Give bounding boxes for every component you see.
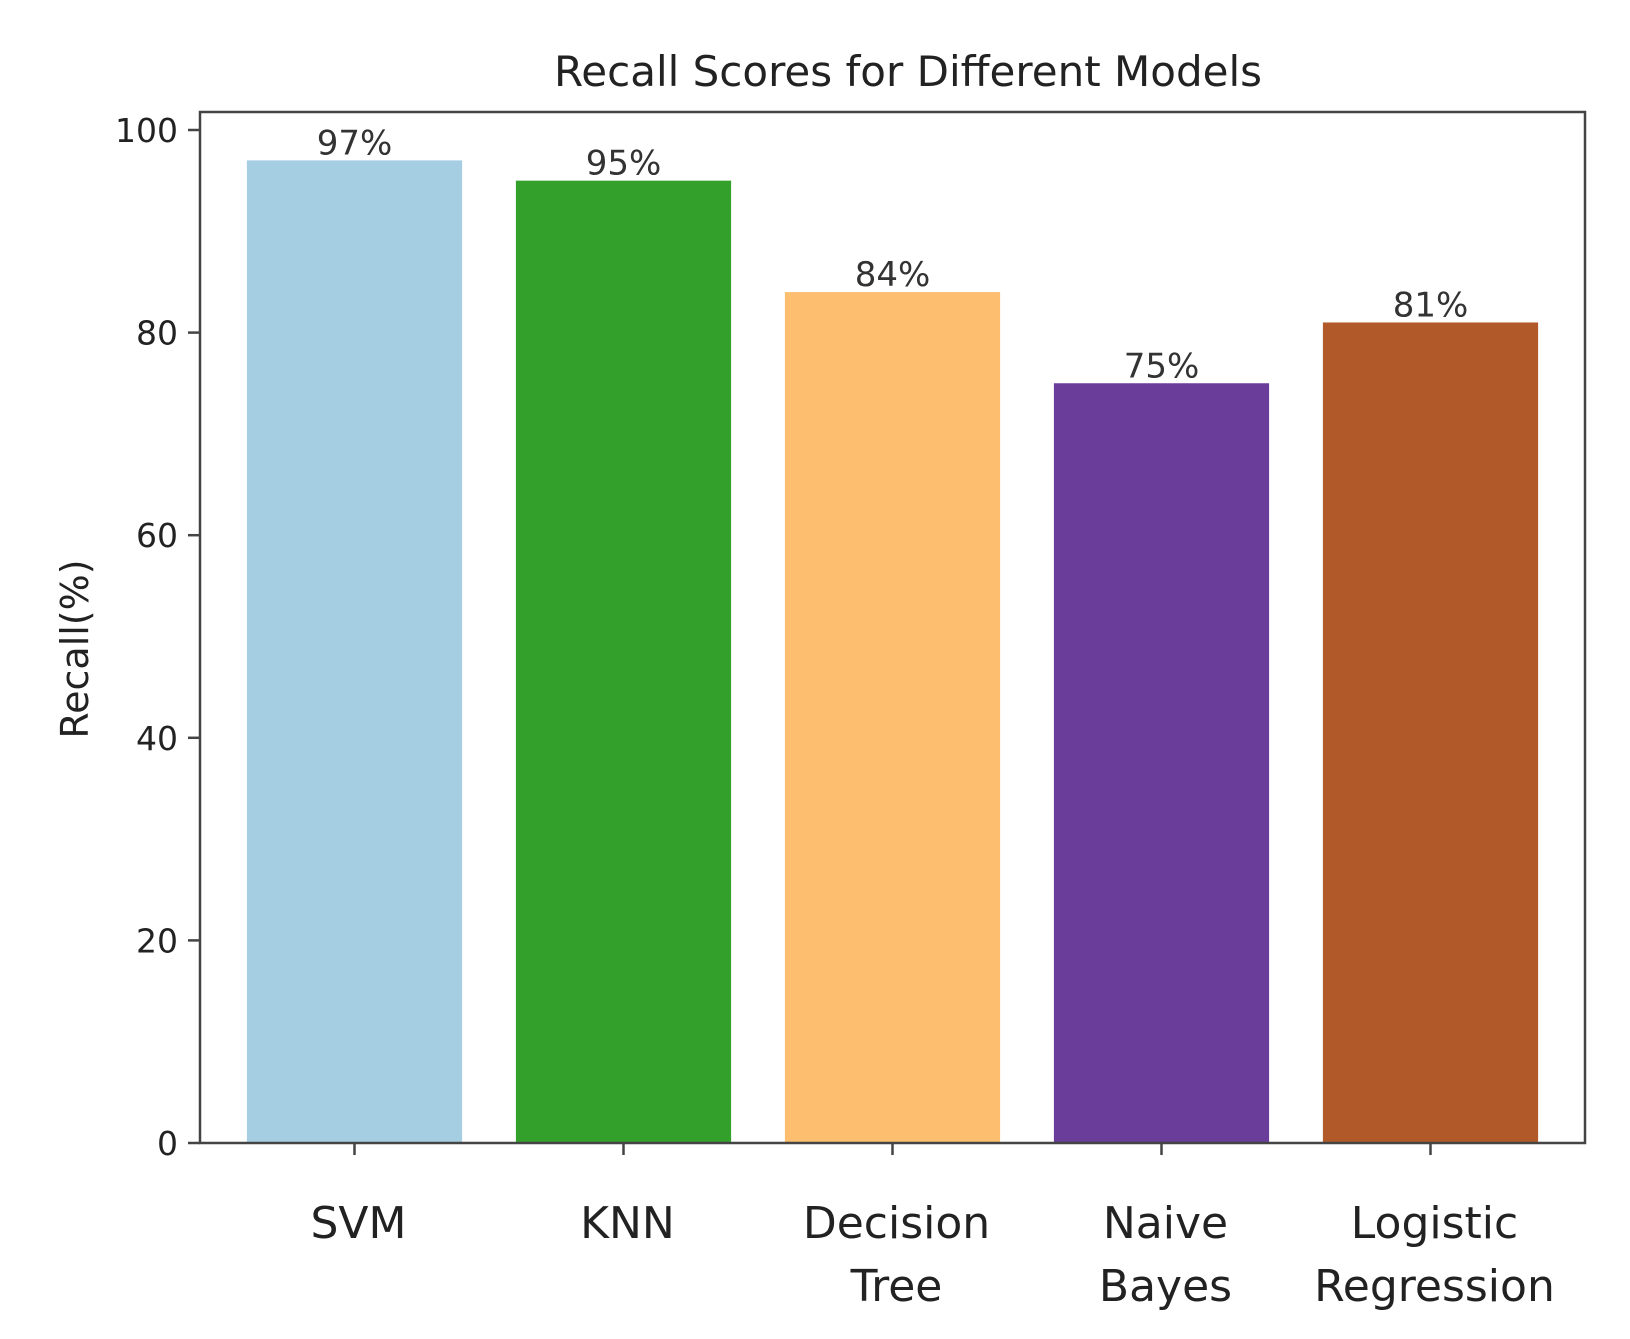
bar bbox=[784, 292, 1001, 1144]
y-axis-ticks: 0 20 40 60 80 100 bbox=[115, 111, 200, 1163]
bar-value-label: 95% bbox=[586, 144, 662, 184]
bar-value-label: 84% bbox=[855, 255, 931, 295]
bar-value-label: 97% bbox=[317, 123, 393, 163]
bar-value-labels: 97% 95% 84% 75% 81% bbox=[317, 123, 1469, 386]
bars-group bbox=[246, 160, 1539, 1144]
y-tick-label: 0 bbox=[157, 1124, 178, 1163]
y-axis-label-group: Recall(%) bbox=[53, 559, 97, 738]
x-axis-ticks: SVM KNN Decision Tree Naive Bayes Logistic Regr… bbox=[311, 1143, 1555, 1312]
chart-title: Recall Scores for Different Models bbox=[554, 47, 1262, 96]
bar bbox=[515, 180, 732, 1143]
y-tick-label: 100 bbox=[115, 111, 178, 150]
x-tick-label: Regression bbox=[1314, 1261, 1555, 1312]
x-tick-label: Logistic bbox=[1351, 1198, 1518, 1249]
bar bbox=[1053, 383, 1270, 1143]
x-tick-label: SVM bbox=[311, 1198, 407, 1249]
y-tick-label: 40 bbox=[136, 719, 178, 758]
bar-value-label: 75% bbox=[1124, 346, 1200, 386]
y-tick-label: 20 bbox=[136, 921, 178, 960]
x-tick-label: Decision bbox=[803, 1198, 990, 1249]
x-tick-label: Tree bbox=[850, 1261, 943, 1312]
y-tick-label: 80 bbox=[136, 314, 178, 353]
x-tick-label: Bayes bbox=[1099, 1261, 1232, 1312]
x-tick-label: Naive bbox=[1103, 1198, 1228, 1249]
bar bbox=[1322, 322, 1539, 1144]
bar-value-label: 81% bbox=[1393, 285, 1469, 325]
x-tick-label: KNN bbox=[580, 1198, 675, 1249]
bar bbox=[246, 160, 463, 1143]
y-axis-label: Recall(%) bbox=[53, 559, 97, 738]
y-tick-label: 60 bbox=[136, 516, 178, 555]
